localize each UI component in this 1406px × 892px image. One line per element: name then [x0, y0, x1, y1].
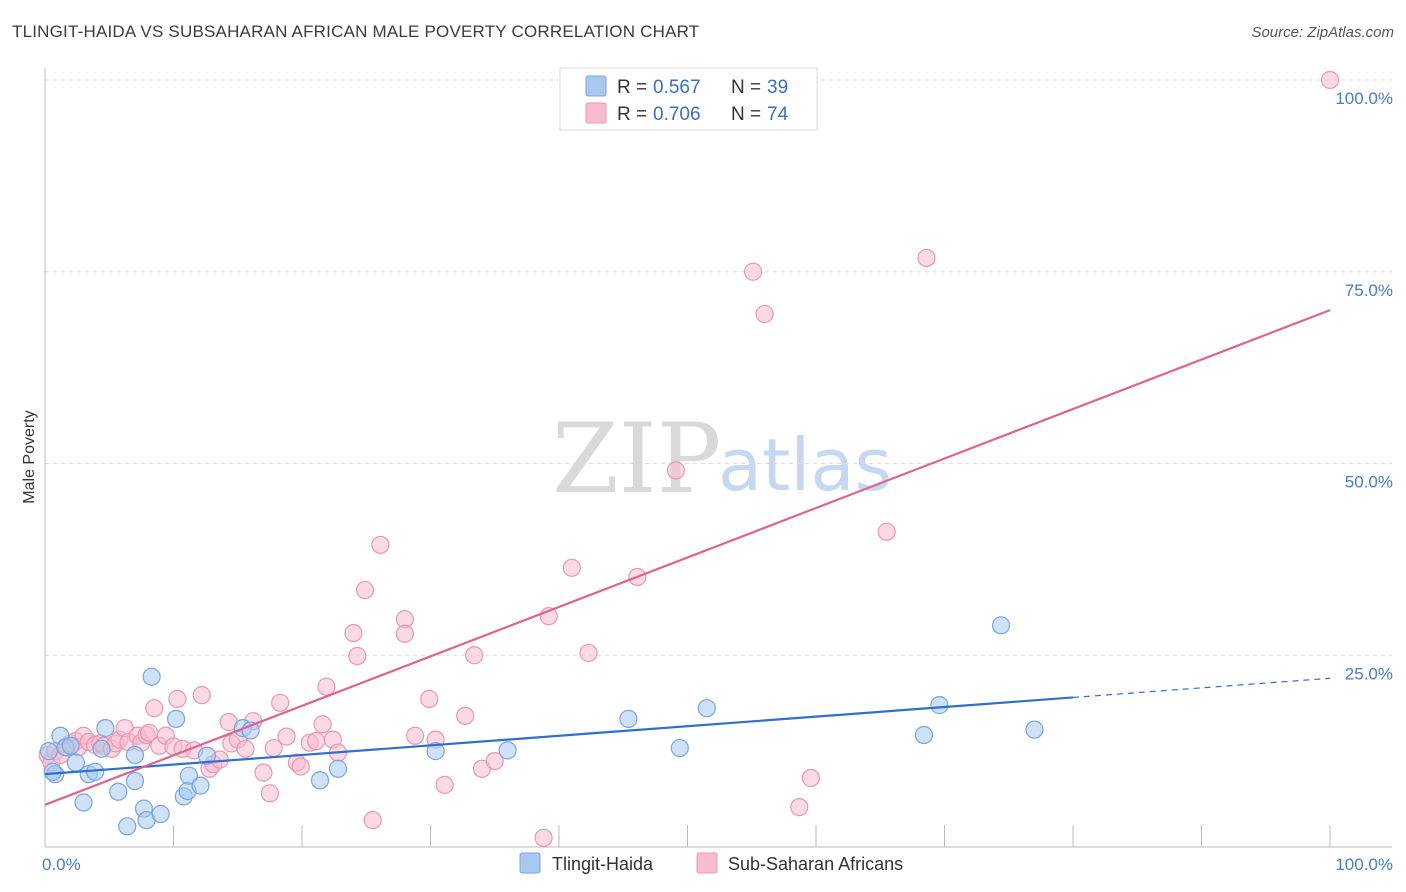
- blue-point-38: [43, 762, 62, 781]
- legend-box: R = 0.567 N = 39 R = 0.706 N = 74: [559, 67, 818, 131]
- blue-point-30: [498, 741, 517, 760]
- pink-point-57: [395, 624, 414, 643]
- pink-point-54: [363, 811, 382, 830]
- y-tick-label-1: 75.0%: [1345, 281, 1393, 300]
- x-tick-label-0: 0.0%: [42, 855, 81, 874]
- pink-point-55: [371, 535, 390, 554]
- tick-labels: 100.0% 75.0% 50.0% 25.0% 0.0% 100.0%: [42, 89, 1393, 874]
- blue-point-14: [125, 745, 145, 765]
- blue-point-33: [697, 699, 716, 718]
- pink-point-59: [420, 689, 439, 709]
- y-tick-label-0: 100.0%: [1335, 89, 1393, 108]
- pink-point-74: [790, 798, 809, 817]
- legend-r-value-1: 0.567: [653, 77, 701, 98]
- blue-point-12: [118, 817, 137, 836]
- pink-point-38: [254, 763, 273, 782]
- blue-point-31: [619, 709, 638, 729]
- legend-swatch-blue: [585, 75, 607, 97]
- pink-point-77: [917, 248, 936, 268]
- pink-point-62: [456, 706, 475, 725]
- bottom-legend-swatch-pink: [696, 852, 718, 874]
- blue-point-10: [96, 719, 115, 738]
- x-tick-label-1: 100.0%: [1335, 855, 1393, 874]
- watermark-zip: ZIP: [552, 403, 721, 515]
- blue-point-6: [74, 793, 93, 812]
- source-credit: Source: ZipAtlas.com: [1251, 24, 1394, 41]
- blue-point-28: [328, 759, 348, 778]
- y-tick-label-3: 25.0%: [1345, 664, 1393, 683]
- pink-point-73: [755, 304, 774, 324]
- blue-point-36: [991, 616, 1011, 635]
- pink-point-51: [344, 623, 363, 643]
- pink-point-61: [435, 775, 454, 794]
- pink-point-63: [465, 646, 484, 665]
- pink-point-48: [317, 677, 336, 696]
- legend-n-label-1: N =: [731, 77, 761, 98]
- blue-point-18: [151, 804, 170, 824]
- blue-point-35: [930, 696, 949, 715]
- pink-point-42: [277, 727, 296, 746]
- blue-point-29: [426, 742, 445, 761]
- chart-title: TLINGIT-HAIDA VS SUBSAHARAN AFRICAN MALE…: [12, 22, 700, 41]
- blue-point-11: [109, 782, 128, 801]
- trend-line-tlingit-haida-extension: [1072, 677, 1331, 699]
- legend-n-value-2: 74: [767, 104, 789, 125]
- blue-point-24: [197, 746, 217, 765]
- pink-point-68: [562, 558, 581, 577]
- pink-point-75: [801, 768, 820, 788]
- blue-point-37: [1025, 720, 1044, 739]
- blue-point-22: [179, 766, 199, 785]
- pink-point-26: [168, 689, 187, 709]
- pink-point-71: [666, 461, 686, 480]
- legend-swatch-pink: [585, 102, 607, 124]
- legend-r-value-2: 0.706: [653, 104, 701, 125]
- blue-point-17: [142, 667, 161, 686]
- pink-point-69: [579, 643, 598, 663]
- trend-lines: [44, 309, 1331, 806]
- pink-point-76: [877, 522, 896, 541]
- pink-point-78: [1320, 70, 1340, 90]
- legend-n-label-2: N =: [731, 104, 761, 125]
- blue-point-0: [39, 742, 58, 761]
- grid: [45, 79, 1392, 656]
- pink-point-44: [291, 757, 310, 776]
- series-tlingit-haida: [39, 616, 1044, 836]
- pink-point-46: [307, 732, 326, 751]
- trend-line-tlingit-haida: [44, 696, 1074, 776]
- pink-point-39: [260, 784, 279, 803]
- pink-point-47: [313, 715, 332, 734]
- bottom-legend-swatch-blue: [519, 852, 541, 874]
- pink-point-52: [348, 646, 367, 666]
- blue-point-23: [191, 776, 210, 795]
- blue-point-9: [92, 739, 111, 758]
- bottom-legend: Tlingit-Haida Sub-Saharan Africans: [519, 852, 903, 874]
- blue-point-27: [310, 771, 330, 790]
- legend-n-value-1: 39: [767, 77, 788, 98]
- bottom-legend-label-1: Tlingit-Haida: [552, 854, 654, 874]
- watermark: ZIP atlas: [552, 403, 892, 515]
- pink-point-53: [355, 580, 375, 600]
- legend-r-label-2: R =: [617, 104, 647, 125]
- blue-point-4: [61, 736, 80, 755]
- bottom-legend-label-2: Sub-Saharan Africans: [728, 854, 903, 874]
- blue-point-19: [166, 709, 186, 729]
- blue-point-13: [125, 771, 145, 791]
- pink-point-65: [485, 751, 504, 771]
- pink-point-41: [271, 693, 290, 712]
- watermark-atlas: atlas: [718, 423, 892, 507]
- pink-point-29: [192, 686, 211, 705]
- y-axis-label: Male Poverty: [21, 410, 38, 503]
- pink-point-58: [405, 726, 425, 745]
- axes: [44, 68, 1392, 848]
- legend-r-label-1: R =: [617, 77, 647, 98]
- pink-point-72: [743, 262, 763, 281]
- pink-point-36: [236, 739, 255, 758]
- pink-point-66: [534, 828, 553, 847]
- trend-line-sub-saharan-africans: [44, 309, 1331, 806]
- y-tick-label-2: 50.0%: [1345, 473, 1393, 492]
- pink-point-22: [145, 699, 164, 718]
- blue-point-34: [914, 725, 934, 745]
- blue-point-32: [670, 738, 689, 758]
